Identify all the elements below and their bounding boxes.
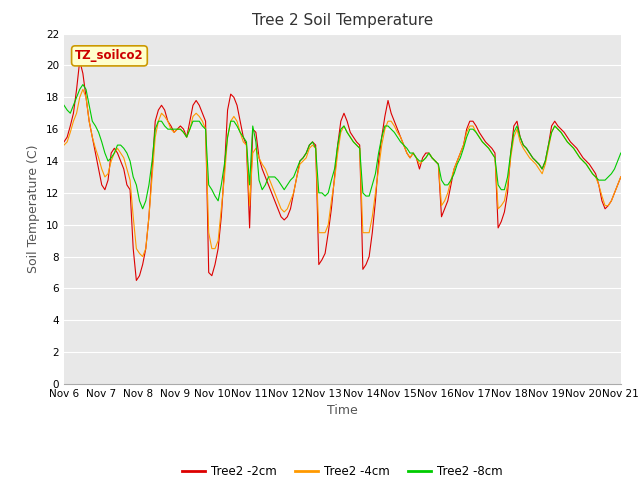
X-axis label: Time: Time (327, 405, 358, 418)
Legend: Tree2 -2cm, Tree2 -4cm, Tree2 -8cm: Tree2 -2cm, Tree2 -4cm, Tree2 -8cm (177, 461, 508, 480)
Y-axis label: Soil Temperature (C): Soil Temperature (C) (28, 144, 40, 273)
Title: Tree 2 Soil Temperature: Tree 2 Soil Temperature (252, 13, 433, 28)
Text: TZ_soilco2: TZ_soilco2 (75, 49, 144, 62)
